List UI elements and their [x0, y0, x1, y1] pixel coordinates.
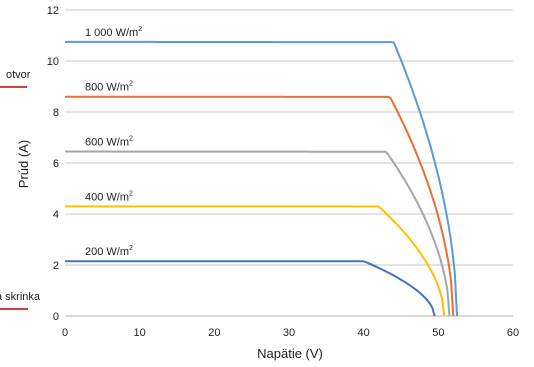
y-tick-labels: 0 2 4 6 8 10 12	[47, 5, 59, 323]
x-tick-label: 40	[358, 327, 370, 339]
series-line	[65, 150, 451, 317]
series-label: 200 W/m2	[85, 245, 133, 258]
series-labels: 1 000 W/m2 800 W/m2 600 W/m2 400 W/m2 200 W/…	[85, 26, 142, 258]
side-annotations: otvor a skrinka	[0, 69, 41, 310]
series-label: 600 W/m2	[85, 136, 133, 149]
y-tick-label: 12	[47, 5, 59, 17]
y-tick-label: 10	[47, 56, 59, 68]
gridlines	[65, 9, 513, 317]
x-tick-labels: 0 10 20 30 40 50 60	[62, 327, 519, 339]
series-line	[65, 40, 458, 317]
x-tick-label: 0	[62, 327, 68, 339]
y-tick-label: 0	[53, 311, 59, 323]
side-annotation: otvor	[6, 69, 31, 81]
x-tick-label: 20	[208, 327, 220, 339]
x-tick-label: 10	[134, 327, 146, 339]
y-tick-label: 2	[53, 260, 59, 272]
series-line	[65, 260, 436, 317]
series-line	[65, 95, 455, 317]
x-tick-label: 60	[507, 327, 519, 339]
x-axis-label: Napätie (V)	[257, 346, 323, 361]
x-tick-label: 50	[432, 327, 444, 339]
series-label: 800 W/m2	[85, 81, 133, 94]
series-curves	[64, 40, 458, 317]
series-label: 1 000 W/m2	[85, 26, 142, 39]
y-tick-label: 4	[53, 209, 59, 221]
side-annotation: a skrinka	[0, 291, 41, 303]
x-tick-label: 30	[283, 327, 295, 339]
series-label: 400 W/m2	[85, 190, 133, 203]
y-tick-label: 6	[53, 158, 59, 170]
series-line	[64, 205, 446, 317]
y-axis-label: Prúd (A)	[16, 140, 31, 188]
y-tick-label: 8	[53, 107, 59, 119]
